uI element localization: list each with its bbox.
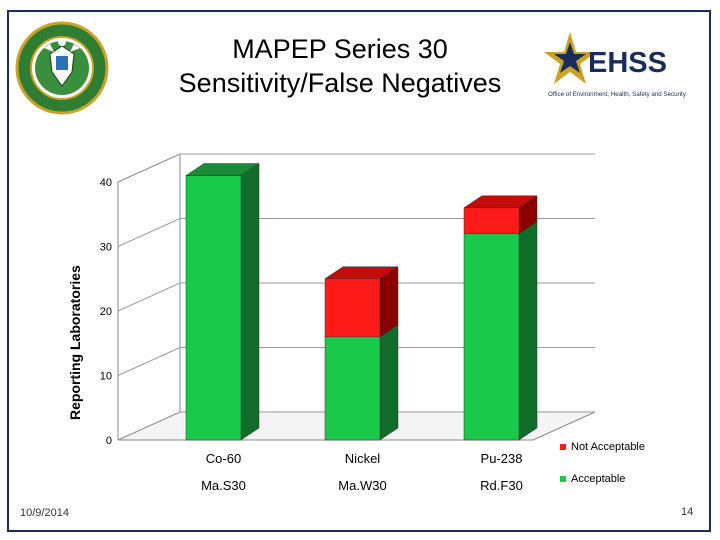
bar-side [240,163,260,441]
bar-side [379,266,399,338]
slide-title: MAPEP Series 30 Sensitivity/False Negati… [140,32,540,100]
x-category-label: Nickel [345,451,381,466]
ehss-star-logo-icon: EHSS Office of Environment, Health, Safe… [544,32,687,98]
ehss-logo-subtitle: Office of Environment, Health, Safety an… [548,91,687,98]
ehss-logo-text: EHSS [588,47,667,79]
y-gridline [117,347,595,376]
title-line-2: Sensitivity/False Negatives [178,68,502,98]
y-tick-label: 10 [100,371,112,383]
x-category-label: Co-60 [206,451,241,466]
y-gridline [117,218,595,247]
x-category-sublabel: Ma.S30 [201,478,246,493]
legend-swatch [560,476,566,482]
y-tick-label: 20 [100,306,112,318]
y-gridline [117,411,595,441]
y-tick-label: 30 [100,242,112,254]
slide-frame [7,10,711,532]
x-category-label: Pu-238 [481,451,523,466]
bar-segment [324,336,381,441]
y-tick-label: 0 [106,435,112,447]
bar-segment [324,278,381,338]
legend-swatch [560,444,566,450]
bar-segment [185,175,242,441]
bar-segment [463,233,520,441]
y-gridline [117,282,595,312]
slide-date: 10/9/2014 [20,507,69,519]
x-category-sublabel: Rd.F30 [480,478,523,493]
x-category-sublabel: Ma.W30 [338,478,386,493]
doe-seal-icon [15,21,109,115]
bar-top [185,163,260,176]
y-gridline [117,153,595,183]
y-tick-label: 40 [100,177,112,189]
slide-page-number: 14 [681,506,694,518]
bar-segment [463,207,520,234]
bar-top [324,266,399,279]
legend-label: Acceptable [571,473,625,485]
bar-side [518,221,538,441]
bar-side [379,324,399,441]
title-line-1: MAPEP Series 30 [232,34,448,64]
bar-top [463,195,538,209]
legend-label: Not Acceptable [571,441,645,453]
